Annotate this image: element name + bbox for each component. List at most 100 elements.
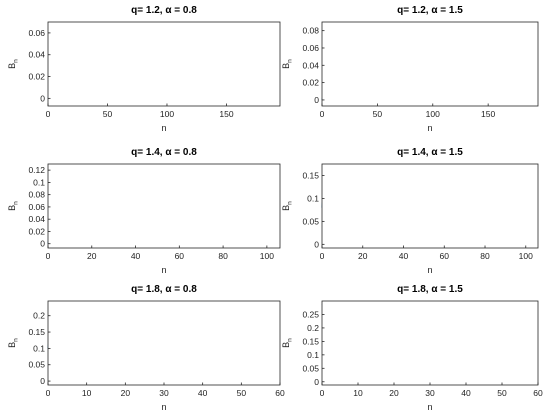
chart-title: q= 1.2, α = 1.5 bbox=[397, 5, 463, 16]
x-tick-label: 40 bbox=[399, 251, 409, 261]
x-tick-label: 60 bbox=[175, 251, 185, 261]
y-axis-label: Bn bbox=[281, 201, 294, 211]
y-tick-label: 0.1 bbox=[307, 193, 319, 203]
x-tick-label: 30 bbox=[159, 388, 169, 398]
y-tick-label: 0.2 bbox=[307, 323, 319, 333]
x-tick-label: 40 bbox=[131, 251, 141, 261]
y-tick-label: 0 bbox=[314, 95, 319, 105]
x-tick-label: 50 bbox=[497, 388, 507, 398]
x-axis-label: n bbox=[161, 402, 166, 412]
x-tick-label: 30 bbox=[425, 388, 435, 398]
chart-title: q= 1.8, α = 0.8 bbox=[131, 284, 197, 295]
y-tick-label: 0 bbox=[40, 93, 45, 103]
x-axis-label: n bbox=[427, 265, 432, 275]
x-axis-label: n bbox=[427, 402, 432, 412]
y-axis-label-subscript: n bbox=[13, 338, 20, 342]
y-axis-label-main: B bbox=[7, 63, 17, 69]
y-tick-label: 0.15 bbox=[28, 327, 45, 337]
y-tick-label: 0.02 bbox=[28, 72, 45, 82]
x-tick-label: 10 bbox=[82, 388, 92, 398]
x-tick-label: 40 bbox=[198, 388, 208, 398]
x-tick-label: 0 bbox=[46, 109, 51, 119]
y-axis-label-main: B bbox=[281, 205, 291, 211]
x-tick-label: 60 bbox=[440, 251, 450, 261]
y-axis-label-main: B bbox=[281, 63, 291, 69]
x-axis-label: n bbox=[161, 123, 166, 133]
x-axis-label: n bbox=[427, 123, 432, 133]
chart-panel-6: 0 10 20 30 40 50 60 0 0.05 0.1 0.15 0.2 0.25 q= 1.8, … bbox=[281, 284, 543, 412]
chart-panel-4: 0 20 40 60 80 100 0 0.05 0.1 0.15 q= 1.4, α = 1.5 n… bbox=[281, 147, 539, 275]
y-tick-label: 0 bbox=[40, 376, 45, 386]
chart-panel-3: 0 20 40 60 80 100 0 0.02 0.04 0.06 0.08 0.1 0.12 q= 1… bbox=[7, 147, 281, 275]
y-axis-label-subscript: n bbox=[13, 59, 20, 63]
y-tick-label: 0.15 bbox=[302, 336, 319, 346]
x-tick-label: 0 bbox=[320, 251, 325, 261]
y-axis-label-subscript: n bbox=[287, 59, 294, 63]
y-axis-label: Bn bbox=[281, 338, 294, 348]
y-tick-label: 0.08 bbox=[28, 190, 45, 200]
y-tick-label: 0.08 bbox=[302, 26, 319, 36]
y-tick-label: 0 bbox=[40, 239, 45, 249]
y-tick-label: 0.12 bbox=[28, 165, 45, 175]
plot-frame bbox=[321, 21, 539, 107]
x-tick-label: 60 bbox=[533, 388, 543, 398]
y-axis-label-main: B bbox=[7, 205, 17, 211]
x-tick-label: 0 bbox=[320, 388, 325, 398]
x-tick-label: 20 bbox=[358, 251, 368, 261]
y-tick-label: 0.04 bbox=[28, 50, 45, 60]
x-tick-label: 10 bbox=[353, 388, 363, 398]
plot-frame bbox=[47, 300, 281, 386]
y-tick-label: 0.02 bbox=[302, 78, 319, 88]
plot-frame bbox=[321, 163, 539, 249]
y-tick-label: 0.05 bbox=[28, 360, 45, 370]
y-tick-label: 0.25 bbox=[302, 309, 319, 319]
x-tick-label: 150 bbox=[481, 109, 495, 119]
x-axis-label: n bbox=[161, 265, 166, 275]
y-axis-label-subscript: n bbox=[13, 201, 20, 205]
y-axis-label: Bn bbox=[7, 201, 20, 211]
x-tick-label: 0 bbox=[46, 388, 51, 398]
x-tick-label: 80 bbox=[218, 251, 228, 261]
y-tick-label: 0.1 bbox=[307, 350, 319, 360]
y-tick-label: 0 bbox=[314, 239, 319, 249]
y-tick-label: 0.15 bbox=[302, 170, 319, 180]
y-axis-label-subscript: n bbox=[287, 201, 294, 205]
y-tick-label: 0.1 bbox=[33, 343, 45, 353]
x-tick-label: 100 bbox=[260, 251, 274, 261]
x-tick-label: 50 bbox=[103, 109, 113, 119]
plot-frame bbox=[47, 163, 281, 249]
y-axis-label-subscript: n bbox=[287, 338, 294, 342]
y-axis-label-main: B bbox=[7, 342, 17, 348]
x-tick-label: 80 bbox=[480, 251, 490, 261]
y-tick-label: 0.05 bbox=[302, 363, 319, 373]
y-tick-label: 0.05 bbox=[302, 216, 319, 226]
chart-title: q= 1.4, α = 1.5 bbox=[397, 147, 463, 158]
plot-frame bbox=[321, 300, 539, 386]
y-axis-label: Bn bbox=[7, 59, 20, 69]
y-tick-label: 0.06 bbox=[28, 202, 45, 212]
x-tick-label: 100 bbox=[160, 109, 174, 119]
chart-panel-2: 0 50 100 150 0 0.02 0.04 0.06 0.08 q= 1.2, α = 1.… bbox=[281, 5, 539, 133]
x-tick-label: 100 bbox=[426, 109, 440, 119]
y-tick-label: 0.1 bbox=[33, 177, 45, 187]
chart-panel-5: 0 10 20 30 40 50 60 0 0.05 0.1 0.15 0.2 q= 1.8, α = … bbox=[7, 284, 285, 412]
x-tick-label: 20 bbox=[389, 388, 399, 398]
y-axis-label: Bn bbox=[281, 59, 294, 69]
x-tick-label: 50 bbox=[237, 388, 247, 398]
x-tick-label: 20 bbox=[87, 251, 97, 261]
x-tick-label: 0 bbox=[46, 251, 51, 261]
y-tick-label: 0 bbox=[314, 377, 319, 387]
x-tick-label: 100 bbox=[519, 251, 533, 261]
x-tick-label: 150 bbox=[219, 109, 233, 119]
x-tick-label: 20 bbox=[121, 388, 131, 398]
plot-frame bbox=[47, 21, 281, 107]
y-tick-label: 0.06 bbox=[28, 28, 45, 38]
y-axis-label: Bn bbox=[7, 338, 20, 348]
x-tick-label: 0 bbox=[320, 109, 325, 119]
chart-title: q= 1.2, α = 0.8 bbox=[131, 5, 197, 16]
y-axis-label-main: B bbox=[281, 342, 291, 348]
y-tick-label: 0.06 bbox=[302, 43, 319, 53]
y-tick-label: 0.02 bbox=[28, 226, 45, 236]
